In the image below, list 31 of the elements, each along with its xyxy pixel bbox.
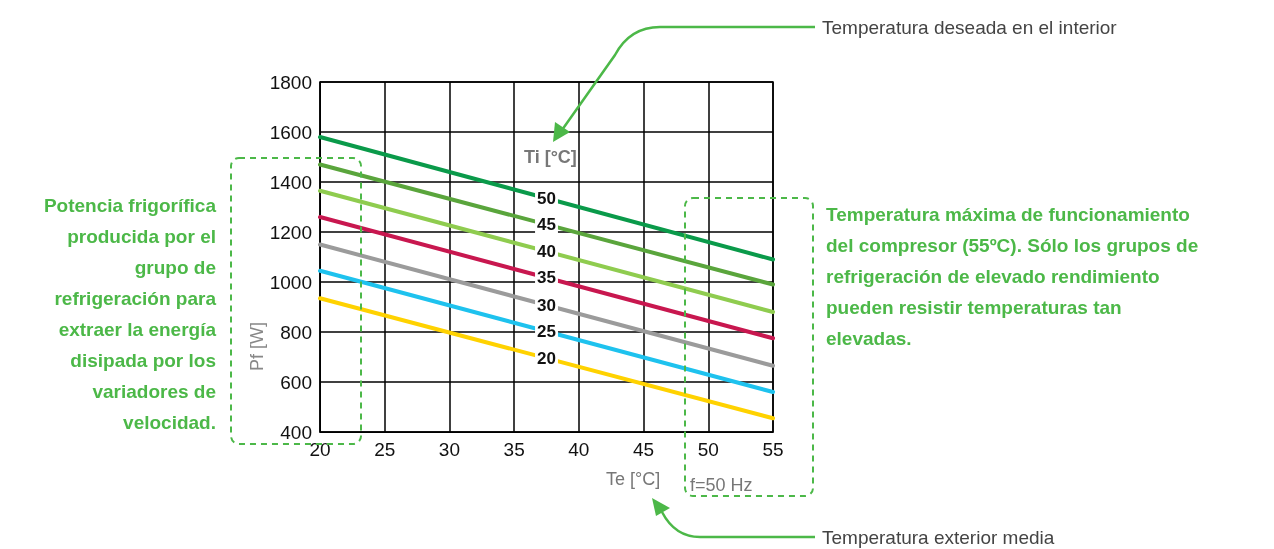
y-tick-label: 1400 — [269, 171, 312, 193]
legend-title: Ti [°C] — [524, 147, 577, 167]
series-label: 40 — [537, 241, 556, 261]
text: Potencia frigorífica producida por el grupo de refrigeración para extraer la energía disipada por los variadores de velocidad. — [43, 194, 216, 435]
y-axis-title: Pf [W] — [247, 322, 267, 371]
y-tick-label: 1800 — [269, 71, 312, 93]
y-tick-label: 600 — [280, 371, 312, 393]
y-tick-label: 1600 — [269, 121, 312, 143]
series-label: 20 — [537, 348, 556, 368]
y-tick-label: 800 — [280, 321, 312, 343]
y-tick-label: 400 — [280, 421, 312, 443]
text: Temperatura máxima de funcionamiento del compresor (55ºC). Sólo los grupos de refrigeración de elevado rendimiento pueden resistir temperaturas tan elevadas. — [826, 203, 1199, 351]
y-tick-label: 1200 — [269, 221, 312, 243]
series-label: 35 — [537, 268, 556, 288]
y-tick-label: 1000 — [269, 271, 312, 293]
x-tick-label: 25 — [374, 439, 396, 460]
x-tick-label: 55 — [762, 439, 784, 460]
series-label: 25 — [537, 321, 556, 341]
text: Temperatura deseada en el interior — [822, 16, 1117, 40]
x-tick-label: 20 — [309, 439, 331, 460]
x-tick-label: 35 — [503, 439, 525, 460]
x-axis-title: Te [°C] — [606, 469, 661, 489]
x-tick-label: 40 — [568, 439, 590, 460]
x-tick-label: 30 — [438, 439, 460, 460]
series-label: 45 — [537, 215, 556, 234]
x-tick-label: 45 — [633, 439, 655, 460]
text: f=50 Hz — [690, 474, 753, 497]
x-tick-label: 50 — [697, 439, 719, 460]
series-label: 50 — [537, 188, 556, 208]
series-label: 30 — [537, 295, 556, 315]
text: Temperatura exterior media — [822, 526, 1055, 549]
